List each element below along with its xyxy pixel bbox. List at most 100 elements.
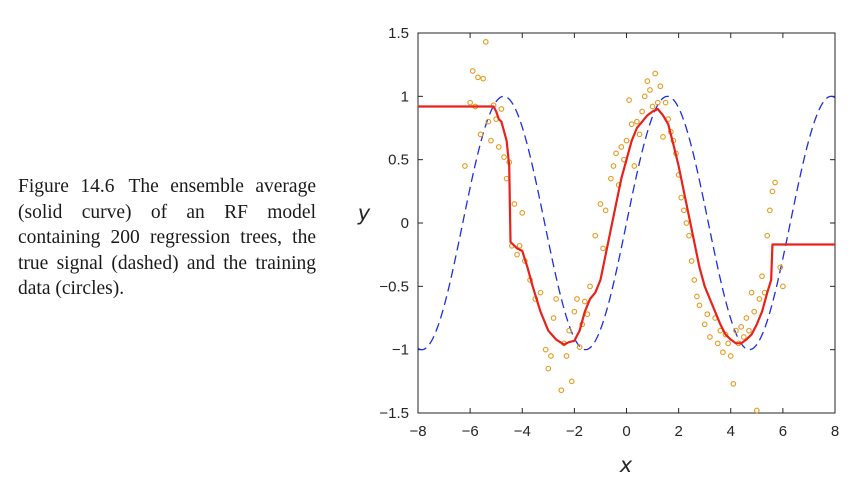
- data-point: [519, 210, 526, 216]
- x-tick-label: 6: [779, 423, 787, 440]
- data-point: [740, 334, 747, 340]
- data-point: [477, 131, 484, 138]
- x-tick-label: −6: [462, 423, 479, 440]
- data-point: [701, 321, 708, 328]
- x-tick-label: 2: [674, 423, 682, 440]
- plot-area: [417, 32, 836, 414]
- data-point: [587, 283, 593, 290]
- data-point: [636, 131, 643, 138]
- data-point: [495, 144, 502, 150]
- data-point: [608, 175, 614, 182]
- y-tick-label: −0.5: [379, 278, 409, 295]
- data-point: [769, 188, 776, 195]
- y-tick-label: −1.5: [379, 405, 409, 422]
- data-point: [746, 327, 752, 334]
- data-point: [649, 103, 656, 110]
- data-point: [772, 179, 778, 186]
- data-point: [730, 381, 737, 387]
- data-point: [678, 194, 685, 201]
- x-tick-label: −8: [409, 423, 426, 440]
- data-point: [501, 154, 507, 160]
- y-tick-label: 0: [401, 215, 409, 232]
- data-point: [581, 298, 588, 305]
- data-point: [639, 108, 645, 115]
- data-point: [764, 232, 771, 239]
- data-point: [600, 245, 606, 252]
- data-point: [462, 163, 468, 169]
- data-point: [467, 99, 473, 106]
- data-point: [748, 289, 755, 296]
- data-point: [563, 353, 570, 359]
- data-point: [613, 150, 619, 157]
- y-axis-label: y: [357, 201, 371, 225]
- y-tick-label: −1: [392, 342, 409, 359]
- data-point: [485, 118, 492, 125]
- data-point: [683, 220, 690, 226]
- data-point: [680, 207, 687, 214]
- axis-ticks: [417, 32, 836, 414]
- data-point: [574, 296, 580, 302]
- data-point: [714, 340, 721, 347]
- data-point: [759, 273, 765, 280]
- data-point: [553, 296, 559, 302]
- data-point: [660, 134, 666, 140]
- data-point: [566, 327, 573, 334]
- data-point: [707, 334, 713, 340]
- data-point: [558, 387, 565, 394]
- data-point: [766, 207, 773, 214]
- data-point: [652, 70, 659, 77]
- data-point: [571, 308, 578, 315]
- data-point: [725, 340, 731, 347]
- data-point: [756, 296, 763, 302]
- data-point: [626, 97, 632, 103]
- data-point: [537, 289, 544, 296]
- data-point: [686, 232, 692, 239]
- data-point: [548, 353, 554, 359]
- data-point: [657, 83, 664, 90]
- data-point: [576, 344, 583, 350]
- x-tick-label: −2: [566, 423, 583, 440]
- data-point: [568, 378, 575, 385]
- data-point: [516, 242, 523, 249]
- data-point: [727, 353, 734, 359]
- data-point: [498, 106, 505, 112]
- data-point: [688, 258, 695, 264]
- x-axis-label: x: [619, 453, 633, 477]
- data-point: [597, 201, 604, 207]
- data-point: [634, 118, 640, 125]
- data-point: [469, 68, 476, 74]
- y-tick-label: 0.5: [388, 152, 409, 169]
- data-point: [488, 137, 494, 144]
- data-point: [654, 99, 661, 106]
- ensemble-layer: [418, 105, 835, 346]
- data-point: [550, 315, 557, 321]
- data-point: [631, 163, 638, 169]
- x-tick-label: −4: [514, 423, 531, 440]
- data-point: [475, 74, 481, 81]
- data-point: [542, 346, 549, 353]
- data-point: [777, 264, 784, 271]
- data-point: [514, 251, 520, 258]
- data-point: [751, 308, 758, 315]
- data-point: [753, 407, 760, 414]
- data-point: [647, 87, 653, 93]
- x-tick-label: 4: [727, 423, 735, 440]
- data-point: [694, 293, 700, 300]
- data-point: [662, 99, 669, 106]
- x-tick-label: 8: [831, 423, 839, 440]
- x-tick-label: 0: [622, 423, 630, 440]
- data-point: [696, 302, 703, 309]
- data-point: [610, 163, 617, 169]
- figure-caption: Figure 14.6 The ensemble average (solid c…: [18, 174, 316, 302]
- tick-labels: −8 −6 −4 −2 0 2 4 6 8 −1.5 −1 −0.5 0 0.5 1 1.5: [379, 25, 839, 440]
- data-point: [704, 311, 711, 318]
- data-point: [618, 144, 625, 150]
- y-tick-label: 1: [401, 88, 409, 105]
- caption-text: The ensemble average (solid curve) of an…: [18, 176, 316, 299]
- data-point: [482, 39, 489, 45]
- figure-label: Figure 14.6: [18, 176, 115, 197]
- data-point: [641, 93, 648, 100]
- data-point: [720, 349, 726, 356]
- data-point: [511, 201, 518, 207]
